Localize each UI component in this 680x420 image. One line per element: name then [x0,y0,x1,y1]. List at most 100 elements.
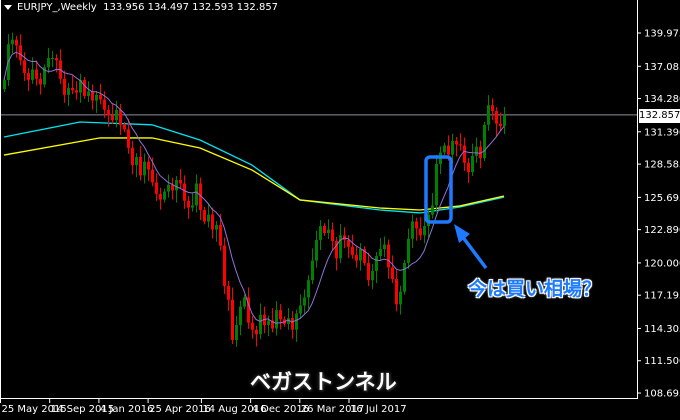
candle-body [31,69,34,80]
candle-body [299,305,302,314]
y-tick-label: 139.975 [644,29,680,40]
candle-body [111,115,114,121]
candle-body [275,310,278,329]
candle-body [199,183,202,210]
candle-body [191,205,194,208]
candle-body [139,157,142,176]
candle-body [11,39,14,45]
candle-body [71,87,74,91]
candle-body [347,239,350,247]
candle-body [63,78,66,95]
candle-body [131,147,134,166]
annotation-question: 今は買い相場？ [468,278,602,300]
candle-body [151,169,154,183]
candle-body [67,87,70,95]
candle-body [403,262,406,292]
dropdown-triangle-icon[interactable] [4,4,12,10]
candle-body [395,279,398,305]
candle-body [171,184,174,191]
candle-body [231,299,234,341]
candle-body [463,145,466,163]
candle-body [155,182,158,194]
candle-body [443,145,446,153]
candle-body [387,244,390,268]
candle-body [291,318,294,330]
candle-body [183,183,186,201]
candle-body [487,105,490,125]
candle-body [167,184,170,192]
candle-body [435,163,438,206]
candle-body [23,60,26,73]
candle-body [107,109,110,116]
candle-body [363,249,366,263]
candle-body [163,191,166,200]
candle-body [307,280,310,298]
chart-header: EURJPY_,Weekly 133.956 134.497 132.593 1… [4,2,278,13]
candle-body [127,129,130,148]
candle-body [243,297,246,307]
candle-body [471,155,474,172]
candle-body [143,161,146,176]
candle-body [375,256,378,271]
y-tick-label: 125.695 [644,193,680,204]
candle-body [271,320,274,329]
candle-body [371,270,374,281]
candle-body [491,105,494,111]
candle-body [391,267,394,280]
candle-body [115,109,118,121]
candle-body [423,226,426,236]
candle-body [227,285,230,300]
candle-body [19,45,22,61]
y-tick-label: 131.390 [644,127,680,138]
candle-body [103,99,106,110]
x-tick-label: 14 Aug 2016 [202,404,266,415]
candle-body [383,244,386,250]
candle-body [415,221,418,229]
candle-body [3,79,6,90]
candle-body [411,221,414,239]
candle-body [447,145,450,155]
candle-body [279,310,282,320]
ma-cyan-line [3,121,505,214]
candle-body [95,94,98,101]
x-tick-label: 4 Dec 2016 [252,404,310,415]
candle-body [15,39,18,46]
candle-body [187,200,190,208]
candle-body [219,224,222,246]
candle-body [51,58,54,60]
candle-body [287,318,290,324]
x-tick-label: 25 May 2015 [2,404,67,415]
candle-body [55,58,58,61]
candle-body [235,325,238,341]
candle-body [303,297,306,306]
candle-body [79,79,82,93]
candle-body [295,313,298,330]
x-tick-label: 16 Jul 2017 [350,404,407,415]
candle-body [247,297,250,323]
y-tick-label: 117.195 [644,291,680,302]
y-tick-label: 111.500 [644,356,680,367]
candle-body [319,226,322,240]
candle-body [459,144,462,146]
candle-body [367,262,370,281]
candle-body [475,146,478,156]
x-tick-label: 26 Mar 2017 [301,404,364,415]
candle-body [27,72,30,80]
candle-body [43,67,46,85]
x-tick-label: 14 Sep 2015 [51,404,114,415]
candle-body [315,239,318,261]
candle-body [215,224,218,230]
candle-body [339,235,342,259]
candle-body [159,193,162,200]
ma-yellow-line [3,137,505,211]
candle-body [351,246,354,255]
candle-body [267,320,270,326]
candle-body [179,180,182,184]
candle-body [147,161,150,170]
candle-body [175,180,178,191]
candle-body [207,214,210,222]
candle-body [455,140,458,145]
candle-body [331,229,334,242]
candle-body [503,114,506,126]
